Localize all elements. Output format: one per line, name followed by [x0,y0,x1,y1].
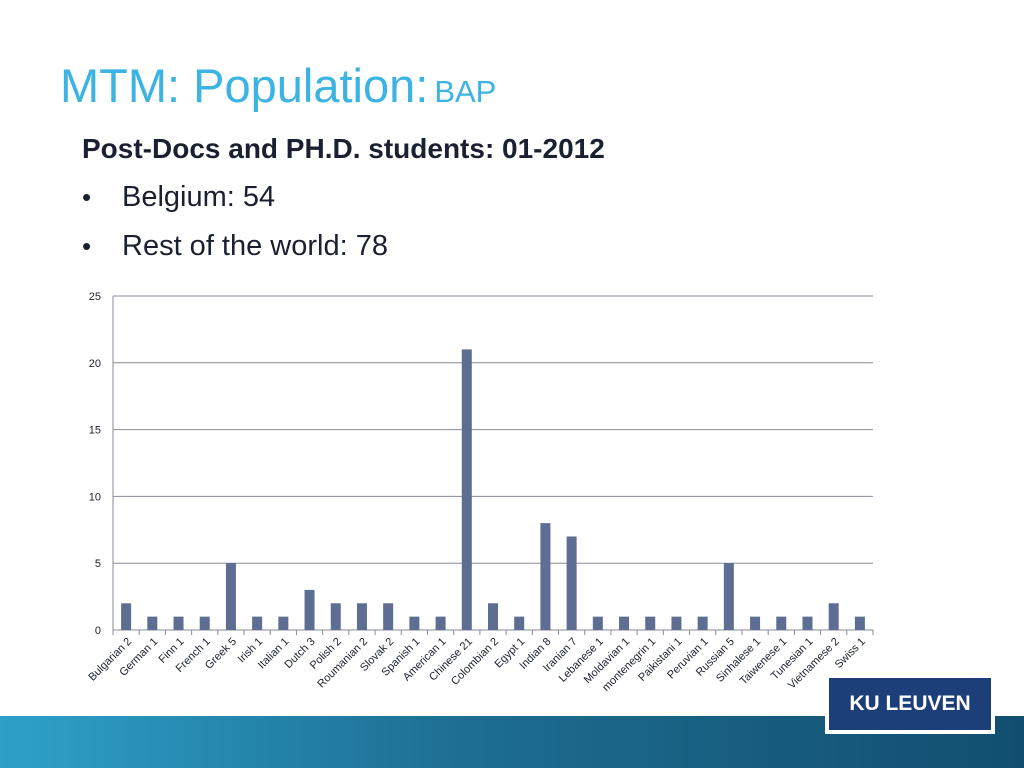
bar [330,603,341,630]
bar [461,349,472,630]
bar [252,616,263,630]
bar [225,563,236,630]
bar [356,603,367,630]
y-tick-label: 10 [89,491,101,503]
bar [697,616,708,630]
y-tick-label: 0 [95,625,101,637]
bullet-item: • Rest of the world: 78 [82,229,388,278]
slide-title: MTM: Population: BAP [60,62,496,109]
y-tick-label: 5 [95,558,101,570]
slide-title-main: MTM: Population: [60,59,429,112]
bar [278,616,289,630]
bar [854,616,865,630]
bullet-marker: • [82,231,92,261]
bullet-marker: • [82,182,92,212]
bar [802,616,813,630]
bar [776,616,787,630]
logo-text: KU LEUVEN [829,678,991,730]
y-tick-label: 20 [89,358,101,370]
slide-title-suffix: BAP [434,74,497,109]
bar [723,563,734,630]
bar [645,616,656,630]
bar [540,523,551,630]
bar [671,616,682,630]
bar [592,616,603,630]
bullet-text-belgium: Belgium: 54 [122,181,276,213]
y-tick-label: 25 [89,291,101,303]
bullet-item: • Belgium: 54 [82,180,388,229]
bar [199,616,210,630]
bullet-list: • Belgium: 54 • Rest of the world: 78 [82,180,388,278]
ku-leuven-logo: KU LEUVEN [825,674,995,734]
bar [514,616,525,630]
y-tick-label: 15 [89,425,101,437]
bullet-text-rest-of-world: Rest of the world: 78 [122,230,388,262]
bar [147,616,158,630]
bar [173,616,184,630]
bar [121,603,132,630]
slide-heading: Post-Docs and PH.D. students: 01-2012 [82,133,605,164]
bar [566,536,577,630]
bar [304,589,315,630]
bar [435,616,446,630]
bar [828,603,839,630]
bar [409,616,420,630]
bar [488,603,498,630]
bar [619,616,630,630]
bar [383,603,394,630]
bar [750,616,761,630]
